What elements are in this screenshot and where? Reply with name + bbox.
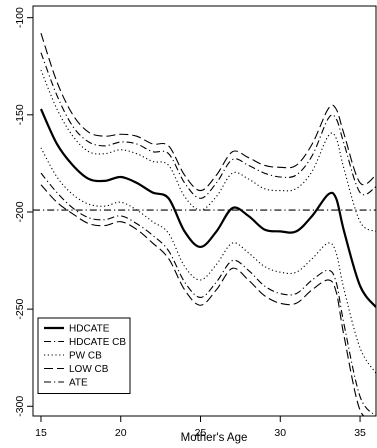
legend-label-ate: ATE [69,378,88,389]
series-line-pw-cb-3 [40,69,376,232]
y-tick-label: -300 [14,396,26,417]
x-tick-label: 25 [195,427,207,439]
series-line-hdcate-cb-1 [40,52,376,199]
x-tick-label: 35 [354,427,366,439]
legend-label-hdcate: HDCATE [69,324,110,335]
x-tick-label: 30 [274,427,286,439]
y-tick-label: -250 [14,298,26,319]
series-line-hdcate-cb-2 [40,172,376,416]
x-axis-title: Mother's Age [181,432,248,444]
series-line-hdcate-0 [39,108,376,308]
x-tick-label: 20 [115,427,127,439]
legend-label-pw-cb: PW CB [69,351,102,362]
x-tick-label: 15 [35,427,47,439]
legend-label-hdcate-cb: HDCATE CB [69,337,126,348]
y-tick-label: -150 [14,104,26,125]
y-tick-label: -100 [14,7,26,28]
legend-label-low-cb: LOW CB [69,364,109,375]
legend: HDCATE HDCATE CB PW CB LOW CB ATE [37,317,131,394]
series-line-pw-cb-4 [40,147,376,374]
legend-box [37,317,131,394]
series-line-low-cb-6 [40,184,376,416]
series-line-low-cb-5 [40,33,376,192]
y-tick-label: -200 [14,201,26,222]
